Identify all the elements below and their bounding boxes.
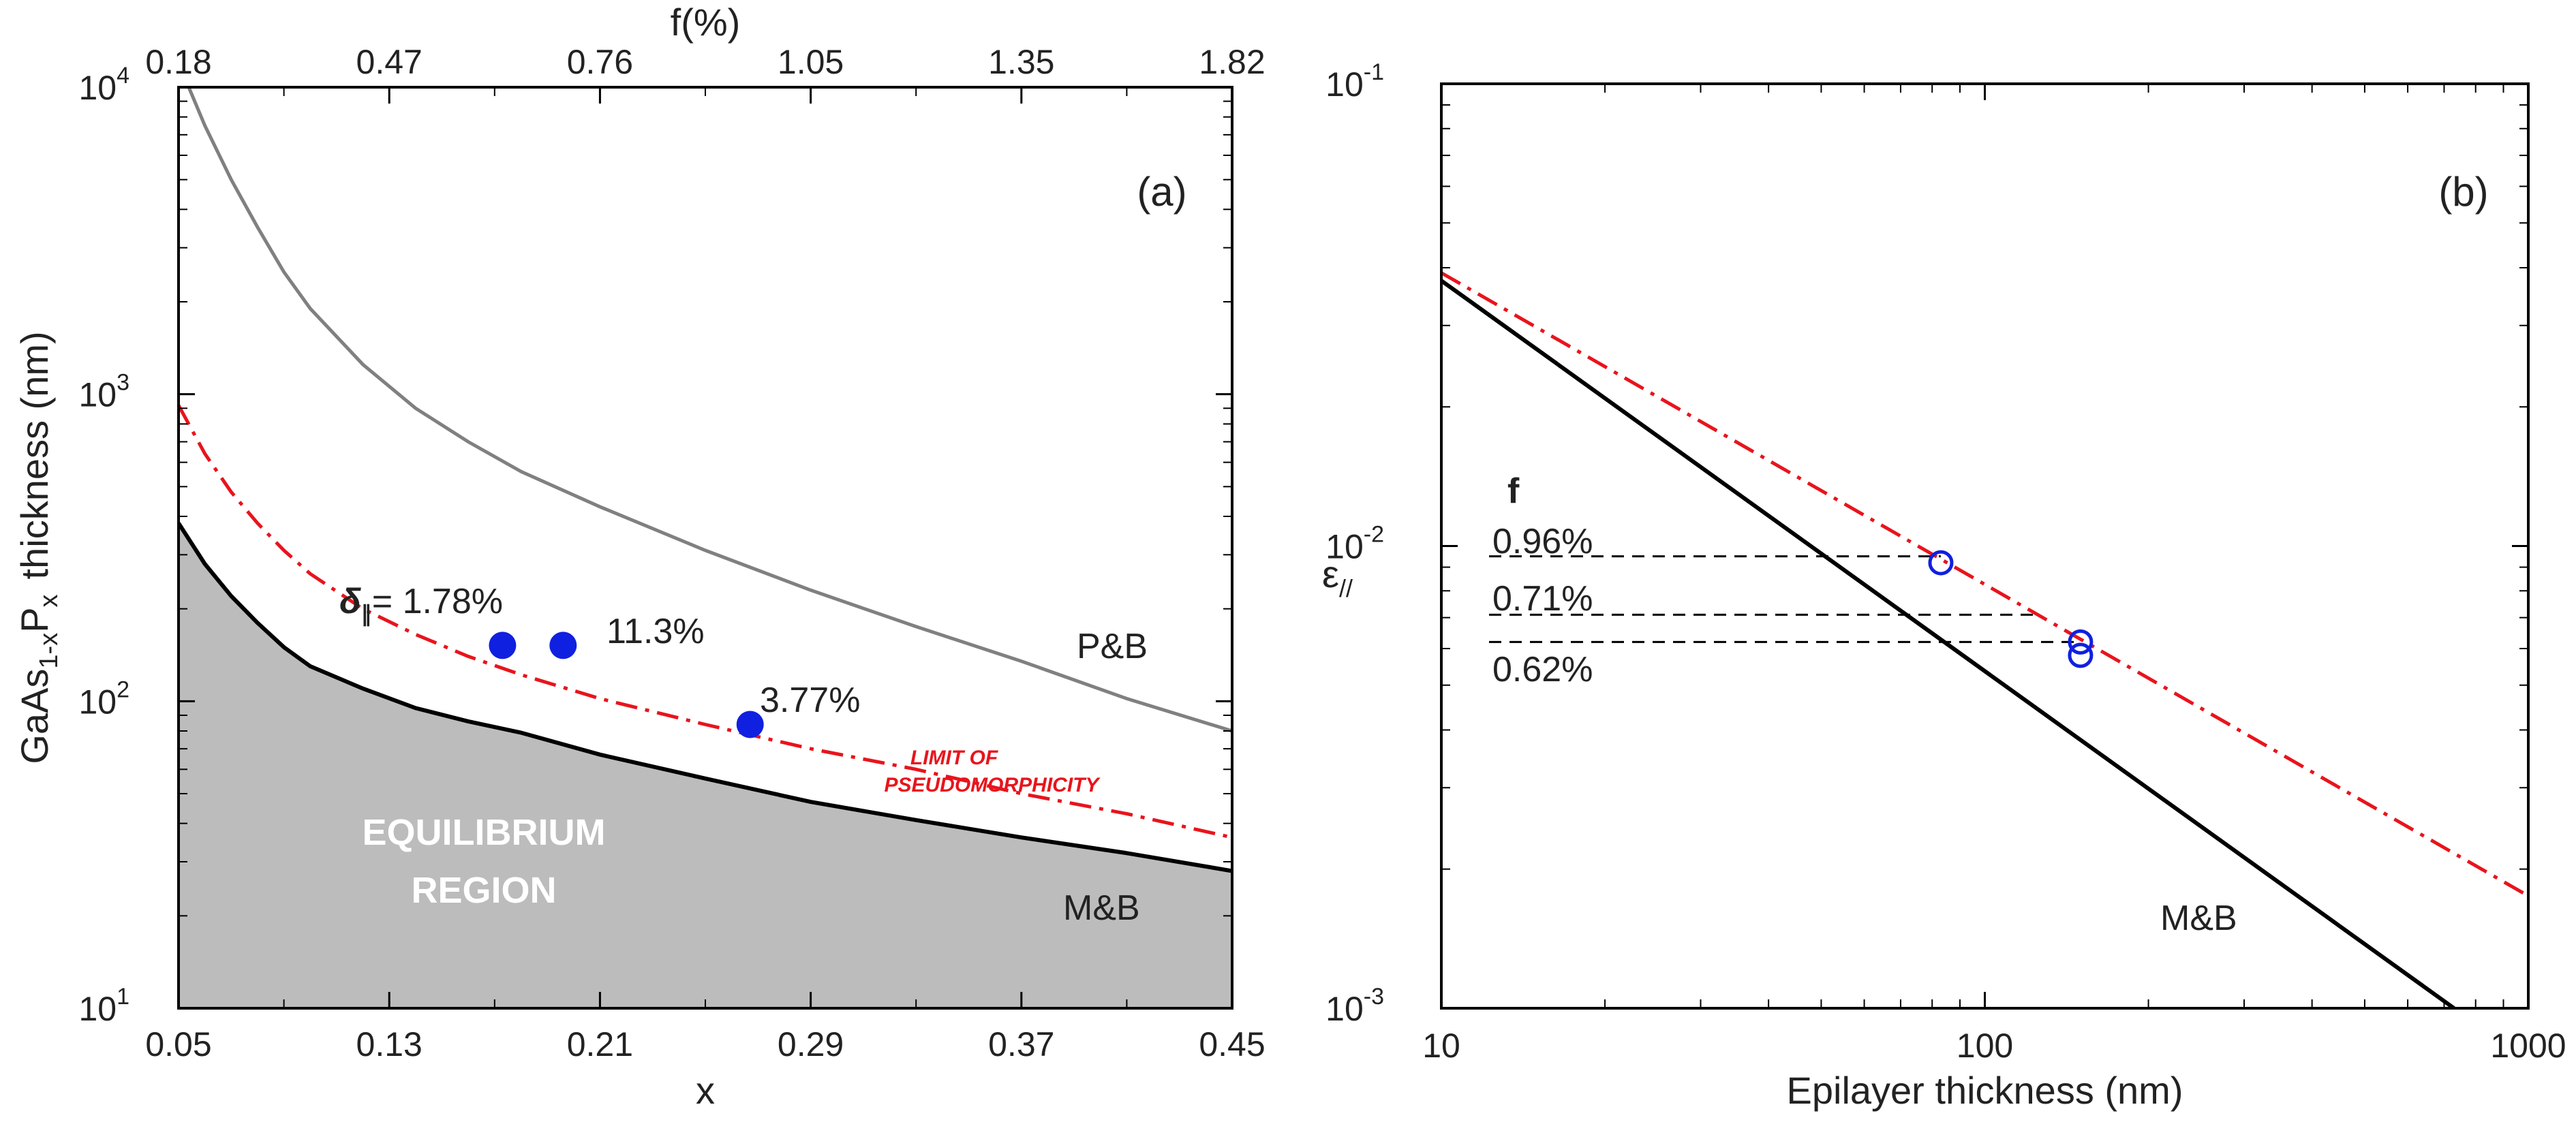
y-tick-base: 10: [1325, 528, 1364, 566]
panel-a-plot-area: [179, 87, 1232, 1008]
panel-b-plot-area: [1441, 271, 2528, 1008]
y-tick-label: 101: [78, 984, 129, 1028]
panel-b-frame: [1440, 82, 2530, 1010]
y-tick-exp: 2: [117, 676, 129, 702]
region-label-line2: REGION: [411, 870, 556, 911]
y-tick-label: 10-1: [1325, 59, 1384, 104]
top-tick-label: 1.05: [778, 43, 844, 81]
panel-a-label: (a): [1137, 169, 1186, 215]
region-label-line1: EQUILIBRIUM: [363, 812, 606, 853]
top-tick-label: 1.82: [1199, 43, 1265, 81]
mb-label: M&B: [2160, 899, 2237, 938]
point-label-3: 3.77%: [760, 681, 860, 720]
y-tick-label: 103: [78, 370, 129, 414]
mb-line: [1441, 279, 2455, 1008]
reference-line-label: 0.71%: [1492, 579, 1593, 619]
y-tick-label: 10-3: [1325, 984, 1384, 1028]
y-axis-title: ε//: [1322, 552, 1353, 602]
x-tick-label: 0.37: [988, 1025, 1054, 1063]
pb-label: P&B: [1077, 627, 1148, 666]
x-axis-title: x: [696, 1069, 715, 1112]
point-label-2: 11.3%: [607, 612, 705, 651]
point-label-value: = 1.78%: [372, 582, 503, 621]
x-tick-label: 1000: [2490, 1027, 2566, 1065]
y-tick-base: 10: [78, 69, 117, 107]
y-tick-base: 10: [1325, 990, 1364, 1028]
y-tick-exp: -2: [1364, 522, 1384, 548]
mb-label: M&B: [1063, 888, 1140, 928]
y-tick-base: 10: [78, 990, 117, 1028]
reference-line-label: 0.62%: [1492, 650, 1593, 689]
x-tick-label: 0.05: [145, 1025, 211, 1063]
data-point: [489, 632, 517, 659]
y-tick-exp: 3: [117, 370, 129, 396]
y-tick-label: 104: [78, 63, 129, 107]
pb-curve: [187, 87, 1232, 733]
y-tick-label: 102: [78, 676, 129, 721]
y-title-part: P: [13, 607, 56, 632]
top-tick-label: 1.35: [988, 43, 1054, 81]
data-point: [736, 711, 764, 738]
y-tick-base: 10: [1325, 65, 1364, 104]
open-data-point: [2068, 629, 2094, 655]
y-tick-base: 10: [78, 376, 117, 414]
delta-symbol: δ: [339, 582, 361, 621]
y-tick-exp: -1: [1364, 59, 1384, 85]
y-tick-label: 10-2: [1325, 522, 1384, 566]
top-tick-label: 0.76: [567, 43, 633, 81]
top-axis-title: f(%): [671, 1, 741, 44]
limit-label-line2: PSEUDOMORPHICITY: [884, 774, 1101, 796]
pseudomorphicity-limit-curve: [179, 404, 1232, 839]
open-data-point: [1928, 550, 1954, 576]
panel-b-label: (b): [2438, 169, 2488, 215]
reference-line-label: 0.96%: [1492, 522, 1593, 561]
equilibrium-region-fill: [179, 523, 1232, 1008]
x-tick-label: 0.21: [567, 1025, 633, 1063]
y-tick-exp: 1: [117, 984, 129, 1010]
f-header: f: [1507, 471, 1520, 511]
x-tick-label: 100: [1957, 1027, 2013, 1065]
point-label-1: δ∥= 1.78%: [339, 582, 503, 627]
delta-subscript: ∥: [361, 602, 372, 627]
y-title-subscript: x: [35, 594, 63, 607]
limit-label-line1: LIMIT OF: [910, 747, 998, 769]
y-title-subscript: //: [1339, 574, 1353, 602]
x-tick-label: 0.29: [778, 1025, 844, 1063]
y-title-subscript: 1-x: [35, 633, 63, 669]
y-tick-exp: -3: [1364, 984, 1384, 1010]
pseudomorphicity-limit-line: [1441, 271, 2528, 898]
panel-a-chart: 0.05 0.13 0.21 0.29 0.37 0.45 0.18 0.47 0.76 1.05…: [13, 1, 1266, 1112]
top-tick-label: 0.18: [145, 43, 211, 81]
y-tick-base: 10: [78, 683, 117, 721]
x-tick-label: 0.45: [1199, 1025, 1265, 1063]
x-tick-label: 0.13: [356, 1025, 423, 1063]
data-point: [549, 632, 577, 659]
mb-curve: [179, 522, 1232, 873]
y-title-part: thickness (nm): [13, 331, 56, 579]
top-tick-label: 0.47: [356, 43, 423, 81]
open-data-point: [2068, 642, 2094, 668]
y-tick-exp: 4: [117, 63, 129, 89]
x-axis-title: Epilayer thickness (nm): [1787, 1069, 2183, 1112]
x-tick-label: 10: [1422, 1027, 1460, 1065]
y-title-part: GaAs: [13, 669, 56, 764]
y-axis-title: GaAs1-xPx thickness (nm): [13, 331, 63, 764]
y-title-base: ε: [1322, 552, 1339, 595]
